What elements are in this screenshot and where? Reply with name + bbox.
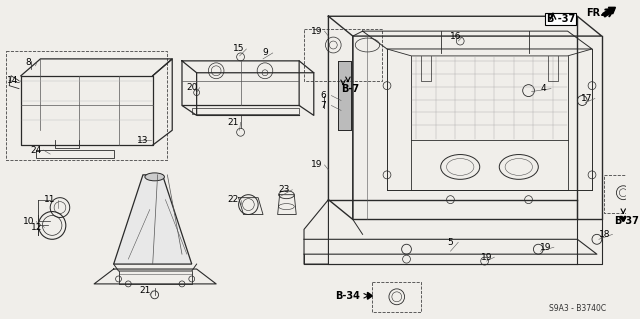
Text: 9: 9 [262,48,268,57]
Text: 18: 18 [599,230,611,239]
FancyArrow shape [620,217,627,221]
Text: 17: 17 [581,94,593,103]
Text: B-37: B-37 [614,217,639,226]
Text: B -37: B -37 [547,14,575,24]
Text: 20: 20 [186,83,198,92]
Text: 6: 6 [321,91,326,100]
Text: 10: 10 [23,217,35,226]
Text: B-34: B-34 [335,291,360,301]
Bar [192,108,299,115]
Text: B-7: B-7 [341,84,359,93]
Text: 5: 5 [447,238,453,247]
Text: 4: 4 [540,84,546,93]
Polygon shape [338,61,351,130]
Text: 11: 11 [44,195,56,204]
FancyArrow shape [367,292,372,299]
Text: 19: 19 [311,26,323,36]
Polygon shape [114,175,192,264]
Text: S9A3 - B3740C: S9A3 - B3740C [548,304,606,313]
Text: 19: 19 [481,253,492,262]
Text: 12: 12 [31,223,42,232]
FancyArrow shape [603,7,616,17]
Ellipse shape [145,173,164,181]
Text: 19: 19 [311,160,323,169]
Text: 24: 24 [30,145,41,155]
Text: 14: 14 [8,76,19,85]
Text: 23: 23 [279,185,290,194]
Text: 13: 13 [137,136,148,145]
Bar [36,150,114,158]
Text: 8: 8 [26,58,31,67]
Bar [372,282,421,312]
Text: 15: 15 [233,44,244,54]
Text: 22: 22 [227,195,238,204]
Text: 21: 21 [140,286,150,295]
Text: 16: 16 [449,32,461,41]
Text: 19: 19 [540,243,552,252]
Text: 7: 7 [321,101,326,110]
Bar [604,175,640,212]
Text: 21: 21 [227,118,239,127]
Text: FR.: FR. [586,8,604,18]
Bar [6,51,167,160]
Bar [304,29,382,81]
